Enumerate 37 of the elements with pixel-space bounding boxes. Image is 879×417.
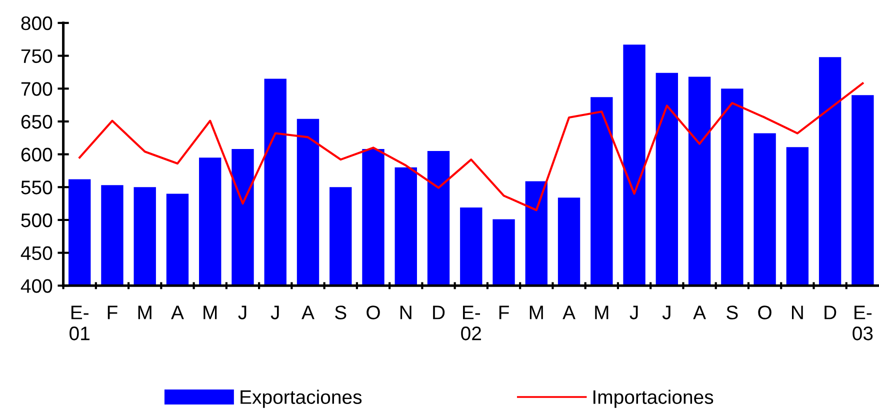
y-tick-label: 600: [21, 148, 52, 162]
x-tick-label: A: [562, 306, 576, 320]
line-series: [78, 82, 864, 212]
x-tick-label: E- 02: [461, 306, 481, 340]
x-tick-label: M: [138, 306, 152, 320]
x-tick-label: D: [824, 306, 836, 320]
x-tick-label: M: [595, 306, 608, 320]
x-tick-label: E- 03: [852, 306, 873, 340]
legend-label: Importaciones: [594, 390, 714, 408]
x-tick-label: N: [400, 306, 412, 320]
y-tick-label: 750: [21, 49, 52, 64]
legend-label: Exportaciones: [240, 390, 362, 408]
x-tick-label: S: [335, 306, 346, 320]
x-tick-label: M: [530, 306, 543, 320]
y-tick-label: 550: [21, 180, 52, 194]
x-tick-label: J: [630, 306, 638, 320]
y-tick-label: 400: [20, 279, 52, 293]
y-tick-label: 700: [21, 82, 52, 96]
x-tick-label: A: [302, 306, 314, 320]
x-tick-label: F: [499, 306, 509, 320]
x-tick-label: A: [171, 306, 184, 320]
x-tick-label: O: [758, 306, 772, 320]
x-tick-label: J: [662, 306, 670, 320]
x-tick-label: F: [108, 306, 118, 320]
x-tick-label: N: [792, 306, 803, 320]
x-tick-label: J: [238, 306, 246, 320]
y-tick-label: 800: [21, 16, 52, 30]
x-tick-label: O: [366, 306, 380, 320]
x-tick-label: A: [693, 306, 706, 320]
x-tick-label: E- 01: [70, 306, 90, 340]
x-tick-label: M: [204, 306, 217, 320]
y-tick-label: 500: [21, 213, 52, 228]
y-tick-label: 650: [21, 114, 52, 129]
x-tick-label: D: [433, 306, 445, 320]
y-tick-label: 450: [20, 246, 52, 260]
x-tick-label: S: [726, 306, 738, 320]
x-tick-label: J: [270, 306, 279, 320]
